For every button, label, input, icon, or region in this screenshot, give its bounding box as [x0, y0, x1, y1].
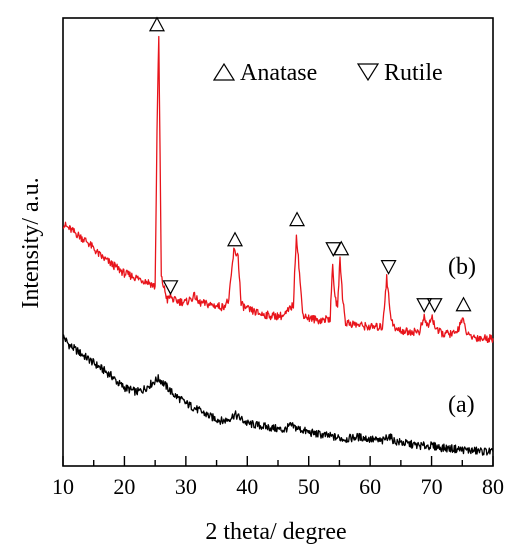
rutile-marker-icon [416, 298, 433, 313]
curve-label-b: (b) [448, 254, 476, 280]
rutile-marker-icon [325, 242, 342, 257]
curve-label-a: (a) [448, 392, 475, 418]
series-line-a [62, 334, 494, 456]
x-tick-label: 20 [113, 474, 135, 499]
rutile-marker-icon [162, 280, 179, 296]
anatase-marker-icon [148, 16, 165, 32]
x-tick-label: 50 [298, 474, 320, 499]
legend-rutile-marker-icon [356, 63, 380, 82]
rutile-marker-icon [426, 298, 443, 313]
phase-markers [148, 16, 472, 313]
x-tick-label: 10 [52, 474, 74, 499]
x-tick-label: 40 [236, 474, 258, 499]
legend-anatase-marker-icon [212, 62, 236, 81]
anatase-marker-icon [455, 296, 472, 312]
legend: Anatase Rutile [212, 60, 443, 86]
y-axis-title: Intensity/ a.u. [18, 177, 44, 308]
x-tick-label: 30 [175, 474, 197, 499]
x-tick-label: 70 [421, 474, 443, 499]
rutile-marker-icon [380, 260, 397, 275]
series-line-b [62, 35, 494, 343]
x-axis-title: 2 theta/ degree [205, 519, 346, 545]
legend-anatase-label: Anatase [240, 60, 317, 86]
x-axis-ticks: 10 20 30 40 50 60 70 80 [52, 456, 504, 499]
anatase-marker-icon [289, 211, 306, 227]
anatase-marker-icon [226, 231, 244, 247]
series-layer [62, 35, 494, 456]
legend-rutile-label: Rutile [384, 60, 443, 86]
x-tick-label: 60 [359, 474, 381, 499]
anatase-marker-icon [333, 240, 350, 256]
x-tick-label: 80 [482, 474, 504, 499]
